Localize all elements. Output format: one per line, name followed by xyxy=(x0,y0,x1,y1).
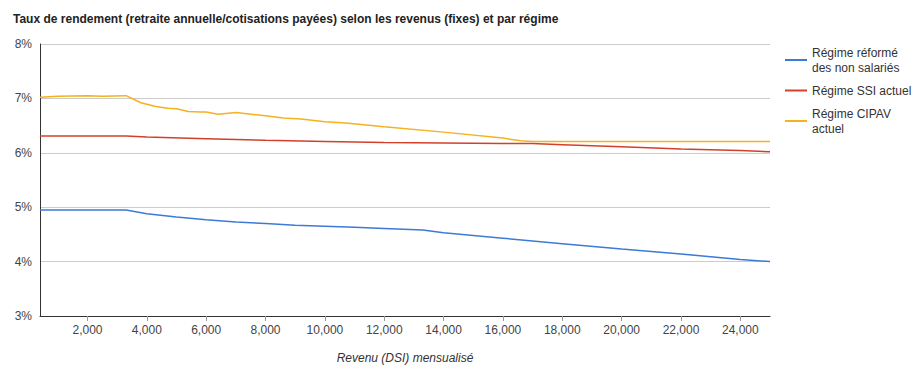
svg-text:Régime SSI actuel: Régime SSI actuel xyxy=(812,84,911,98)
svg-text:14,000: 14,000 xyxy=(425,323,462,337)
svg-text:16,000: 16,000 xyxy=(485,323,522,337)
svg-text:Revenu (DSI) mensualisé: Revenu (DSI) mensualisé xyxy=(337,351,474,365)
svg-text:4%: 4% xyxy=(15,255,33,269)
svg-text:7%: 7% xyxy=(15,91,33,105)
svg-text:Régime réformé: Régime réformé xyxy=(812,46,901,60)
svg-text:22,000: 22,000 xyxy=(663,323,700,337)
svg-text:5%: 5% xyxy=(15,200,33,214)
svg-text:20,000: 20,000 xyxy=(603,323,640,337)
svg-text:des non salariés: des non salariés xyxy=(812,61,899,75)
svg-text:Régime CIPAV: Régime CIPAV xyxy=(812,107,894,121)
svg-text:18,000: 18,000 xyxy=(544,323,581,337)
svg-text:24,000: 24,000 xyxy=(722,323,759,337)
svg-text:Taux de rendement (retraite an: Taux de rendement (retraite annuelle/cot… xyxy=(13,12,559,26)
svg-text:3%: 3% xyxy=(15,309,33,323)
svg-text:8,000: 8,000 xyxy=(251,323,281,337)
svg-text:6%: 6% xyxy=(15,146,33,160)
svg-text:8%: 8% xyxy=(15,37,33,51)
svg-text:actuel: actuel xyxy=(812,122,844,136)
svg-text:6,000: 6,000 xyxy=(191,323,221,337)
svg-text:12,000: 12,000 xyxy=(366,323,403,337)
svg-text:10,000: 10,000 xyxy=(307,323,344,337)
svg-text:4,000: 4,000 xyxy=(132,323,162,337)
svg-text:2,000: 2,000 xyxy=(72,323,102,337)
